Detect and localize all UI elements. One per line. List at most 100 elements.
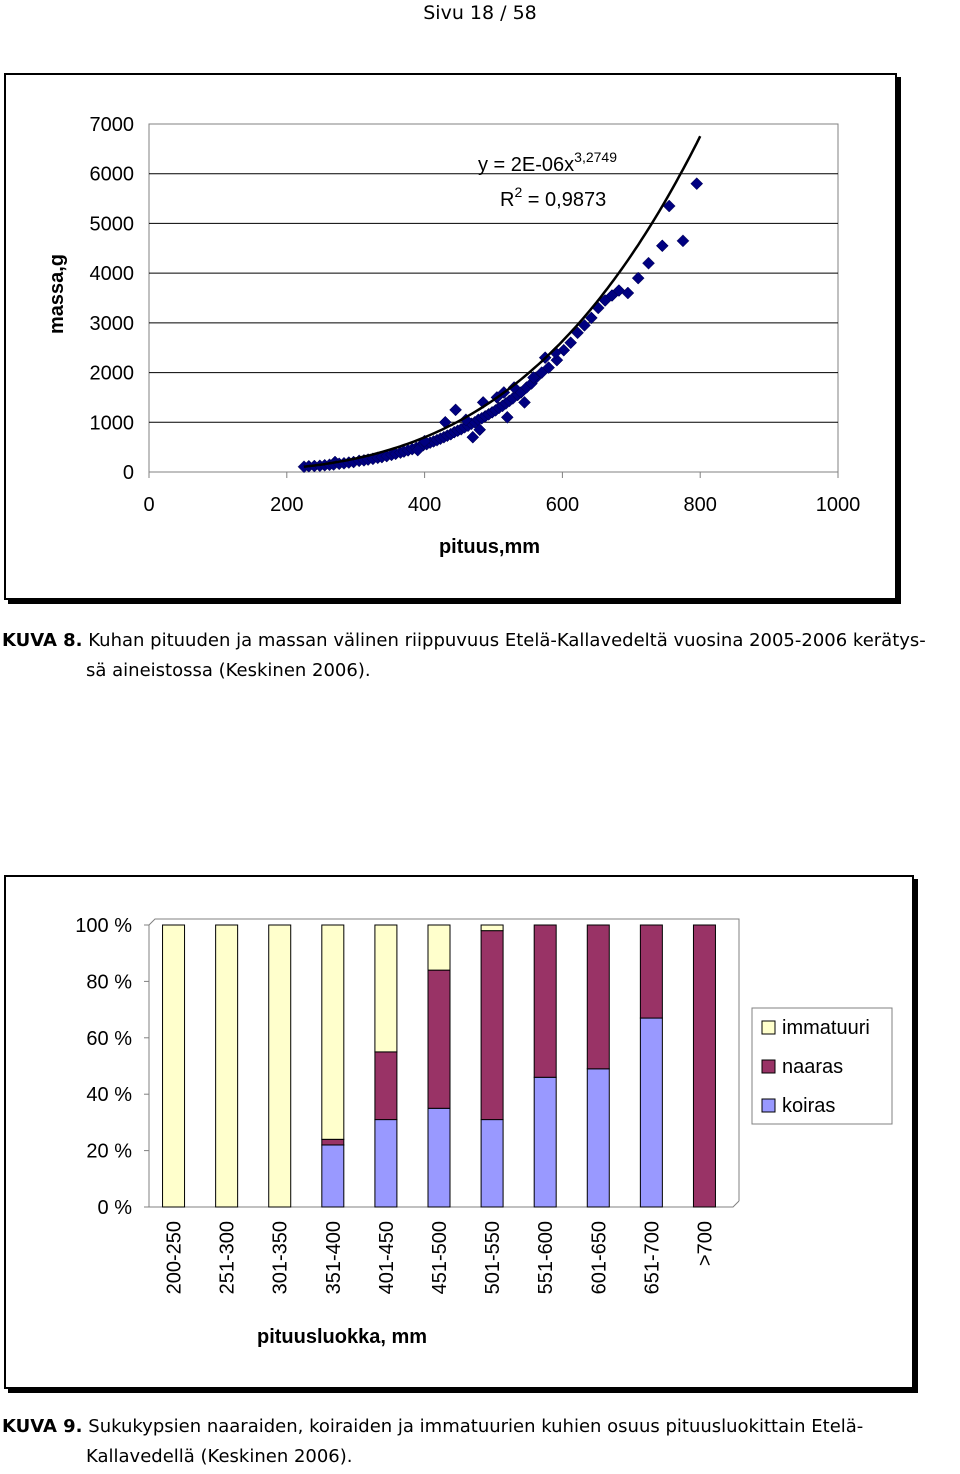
data-point — [631, 271, 645, 285]
x-tick-label: 0 — [143, 494, 154, 516]
page-number: Sivu 18 / 58 — [423, 2, 537, 24]
data-point — [584, 311, 598, 325]
data-point — [564, 336, 578, 350]
bar-segment-naaras — [321, 1138, 345, 1146]
bar-segment-naaras — [480, 930, 504, 1121]
legend-swatch-koiras — [761, 1098, 776, 1113]
y-tick-label: 80 % — [86, 971, 132, 993]
legend-label-koiras: koiras — [782, 1095, 835, 1117]
bar-segment-koiras — [639, 1017, 663, 1208]
data-point — [527, 371, 540, 384]
x-tick-label: 1000 — [816, 494, 861, 516]
bar-segment-koiras — [427, 1107, 451, 1208]
figure-8-caption-line2: sä aineistossa (Keskinen 2006). — [86, 660, 371, 681]
data-point — [612, 284, 626, 297]
y-tick-label: 20 % — [86, 1141, 132, 1163]
y-tick-label: 40 % — [86, 1084, 132, 1106]
y-tick-label: 6000 — [90, 164, 135, 186]
plot-back-wall — [148, 918, 740, 1201]
x-tick-label: 401-450 — [376, 1221, 398, 1294]
bar-segment-naaras — [692, 924, 716, 1208]
x-tick-label: 651-700 — [641, 1221, 663, 1294]
data-point — [662, 199, 676, 213]
figure-8-caption-line1: Kuhan pituuden ja massan välinen riippuv… — [88, 630, 926, 651]
y-tick-label: 0 % — [98, 1197, 133, 1219]
x-tick-label: 351-400 — [323, 1221, 345, 1294]
data-point — [411, 443, 425, 457]
bar-segment-naaras — [639, 924, 663, 1019]
data-point — [690, 177, 704, 191]
x-tick-label: 251-300 — [217, 1221, 239, 1294]
legend-label-naaras: naaras — [782, 1056, 843, 1078]
bar-segment-immatuuri — [268, 924, 292, 1208]
legend-swatch-naaras — [761, 1059, 776, 1074]
legend: immatuuri naaras koiras — [751, 1007, 893, 1125]
y-tick-label: 5000 — [90, 213, 135, 235]
bar-segment-immatuuri — [162, 924, 186, 1208]
bar-segment-immatuuri — [215, 924, 239, 1208]
x-tick-label: 601-650 — [588, 1221, 610, 1294]
y-tick-label: 100 % — [75, 915, 132, 937]
x-tick-label: 200 — [270, 494, 303, 516]
bar-segment-naaras — [374, 1051, 398, 1121]
x-tick-label: 800 — [684, 494, 717, 516]
y-tick-label: 4000 — [90, 263, 135, 285]
data-points — [297, 177, 704, 474]
y-tick-label: 7000 — [90, 114, 135, 136]
data-point — [642, 256, 655, 270]
legend-label-immatuuri: immatuuri — [782, 1017, 870, 1039]
x-tick-label: 551-600 — [535, 1221, 557, 1294]
bar-segment-koiras — [586, 1068, 610, 1208]
bar-segment-koiras — [533, 1076, 557, 1208]
bar-segment-immatuuri — [374, 924, 398, 1053]
y-tick-label: 2000 — [90, 363, 135, 385]
data-point — [466, 430, 480, 444]
figure-9-label: KUVA 9. — [2, 1416, 83, 1437]
legend-swatch-immatuuri — [761, 1020, 776, 1035]
bar-segment-naaras — [586, 924, 610, 1070]
bar-segment-koiras — [374, 1119, 398, 1208]
figure-8-label: KUVA 8. — [2, 630, 83, 651]
plot-area — [148, 123, 839, 473]
bar-segment-naaras — [533, 924, 557, 1078]
trendline — [303, 135, 702, 468]
x-tick-label: 301-350 — [270, 1221, 292, 1294]
x-axis-title: pituusluokka, mm — [257, 1326, 427, 1348]
data-point — [473, 423, 487, 437]
scatter-chart-frame: 0 1000 2000 3000 4000 5000 6000 7000 0 200 400 600 8… — [4, 73, 897, 600]
data-point — [621, 286, 635, 300]
bar-segment-immatuuri — [321, 924, 345, 1140]
data-point — [518, 396, 531, 409]
r-squared-label: R2 = 0,9873 — [500, 184, 606, 211]
trendline-equation: y = 2E-06x3,2749 — [478, 149, 617, 176]
bar-segment-immatuuri — [427, 924, 451, 971]
x-axis-title: pituus,mm — [439, 536, 540, 558]
bar-segment-koiras — [321, 1144, 345, 1208]
data-point — [542, 361, 555, 374]
figure-8-caption: KUVA 8. Kuhan pituuden ja massan välinen… — [2, 626, 958, 686]
data-point — [500, 410, 514, 424]
scatter-chart: 0 1000 2000 3000 4000 5000 6000 7000 0 200 400 600 8… — [46, 114, 861, 558]
figure-9-caption-line1: Sukukypsien naaraiden, koiraiden ja imma… — [88, 1416, 864, 1437]
y-tick-label: 1000 — [90, 412, 135, 434]
y-tick-label: 0 — [123, 462, 134, 484]
x-tick-label: 501-550 — [482, 1221, 504, 1294]
data-point — [578, 318, 591, 332]
data-point — [655, 239, 669, 253]
x-tick-label: 600 — [546, 494, 579, 516]
bar-chart-frame: 0 % 20 % 40 % 60 % 80 % 100 % 200-250 251-300 30… — [4, 875, 914, 1389]
x-tick-label: 200-250 — [164, 1221, 186, 1294]
figure-9-caption: KUVA 9. Sukukypsien naaraiden, koiraiden… — [2, 1412, 958, 1472]
data-point — [449, 403, 462, 417]
y-axis-title: massa,g — [46, 254, 68, 334]
x-tick-label: 400 — [408, 494, 441, 516]
x-tick-label: 451-500 — [429, 1221, 451, 1294]
stacked-bar-chart: 0 % 20 % 40 % 60 % 80 % 100 % 200-250 251-300 30… — [75, 915, 893, 1348]
data-point — [676, 234, 690, 248]
bar-segment-immatuuri — [480, 924, 504, 932]
bar-segment-naaras — [427, 969, 451, 1109]
figure-9-caption-line2: Kallavedellä (Keskinen 2006). — [86, 1446, 353, 1467]
y-tick-label: 60 % — [86, 1028, 132, 1050]
data-point — [507, 381, 521, 394]
x-tick-label: >700 — [694, 1221, 716, 1266]
